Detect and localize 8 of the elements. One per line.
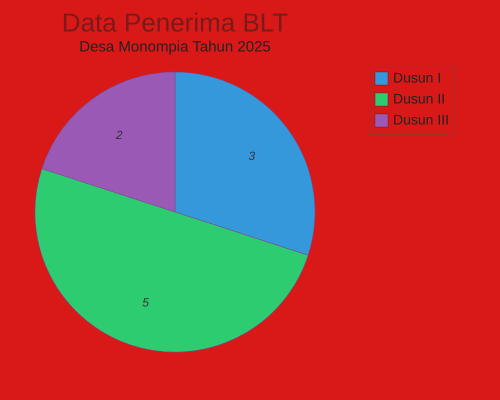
legend-label: Dusun II — [393, 90, 446, 106]
legend-label: Dusun I — [393, 70, 442, 86]
chart-subtitle: Desa Monompia Tahun 2025 — [79, 38, 271, 56]
chart-title: Data Penerima BLT — [62, 8, 288, 38]
legend-label: Dusun III — [393, 112, 450, 128]
data-label: 3 — [248, 149, 256, 164]
data-label: 5 — [142, 295, 150, 310]
data-label: 2 — [114, 128, 123, 142]
